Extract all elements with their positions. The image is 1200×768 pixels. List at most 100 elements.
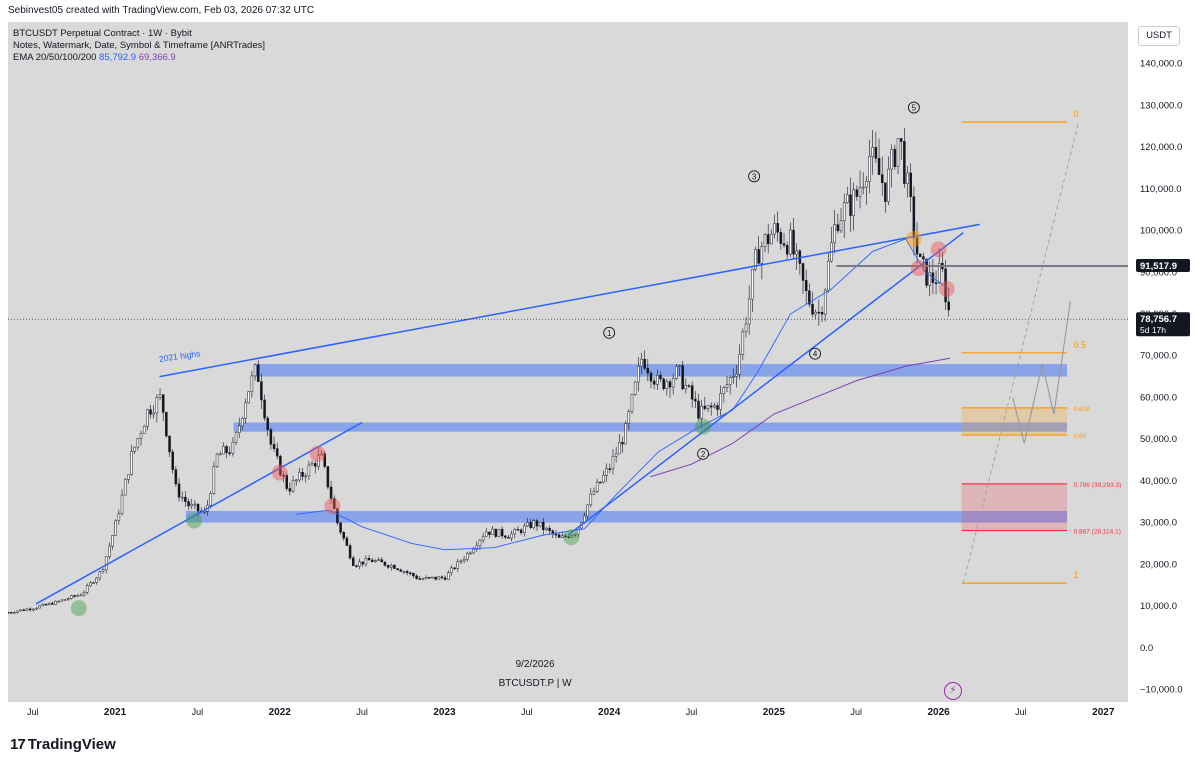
candle-body <box>529 522 532 528</box>
signal-circle[interactable] <box>905 230 922 247</box>
candle-body <box>542 521 545 530</box>
wave-label: 4 <box>813 350 818 359</box>
candle-body <box>738 354 741 375</box>
candle-body <box>405 571 409 573</box>
candle-body <box>627 411 631 424</box>
candle-body <box>462 558 466 562</box>
tradingview-brand: TradingView <box>27 736 116 753</box>
candle-body <box>256 364 260 382</box>
candle-body <box>76 594 79 597</box>
x-tick-label: 2021 <box>104 707 127 718</box>
candle-body <box>114 520 117 536</box>
candle-body <box>437 576 441 580</box>
candle-body <box>28 608 32 611</box>
lightning-icon[interactable]: ⚡ <box>944 682 962 700</box>
ema-fast-line[interactable] <box>296 238 951 551</box>
candle-body <box>415 575 418 579</box>
x-tick-label: 2026 <box>927 707 950 718</box>
candle-body <box>874 147 878 159</box>
legend-ema[interactable]: EMA 20/50/100/200 85,792.9 69,366.9 <box>13 52 265 64</box>
candle-body <box>858 187 862 197</box>
x-tick-label: Jul <box>356 707 368 717</box>
candle-body <box>842 202 846 221</box>
signal-circle[interactable] <box>930 241 947 258</box>
candle-body <box>763 234 767 247</box>
fib-deep-zone[interactable] <box>961 483 1068 531</box>
candle-body <box>849 194 852 216</box>
candle-body <box>918 253 922 257</box>
candle-body <box>111 535 114 547</box>
legend-notes[interactable]: Notes, Watermark, Date, Symbol & Timefra… <box>13 40 265 51</box>
lower-trendline-2023[interactable] <box>567 232 964 536</box>
candle-body <box>307 464 311 477</box>
candle-body <box>399 569 403 572</box>
candle-body <box>310 463 314 466</box>
candle-body <box>716 405 719 410</box>
candle-body <box>298 471 301 481</box>
y-tick-label: 90,000.0 <box>1140 267 1177 278</box>
candle-body <box>868 156 871 182</box>
chart-frame[interactable]: 140,000.0 130,000.0 120,000.0 110,000.0 100,… <box>8 22 1192 720</box>
price-axis[interactable] <box>1128 22 1192 720</box>
candle-body <box>909 172 912 197</box>
candle-body <box>361 561 365 565</box>
last-price-tag[interactable] <box>1136 312 1190 337</box>
candle-body <box>538 521 542 527</box>
projection-path[interactable] <box>1012 301 1071 444</box>
candle-body <box>146 409 149 427</box>
candle-body <box>694 398 697 402</box>
candle-body <box>861 186 865 189</box>
candle-body <box>757 249 760 264</box>
fib-diagonal[interactable] <box>962 122 1079 584</box>
resistance-tag[interactable] <box>1136 258 1190 272</box>
candle-body <box>158 394 162 398</box>
signal-circle[interactable] <box>186 512 203 529</box>
zone-67k[interactable] <box>255 364 1068 377</box>
candle-body <box>70 595 73 599</box>
signal-circle[interactable] <box>910 260 927 277</box>
candle-body <box>481 535 485 541</box>
zone-31k[interactable] <box>185 510 1068 523</box>
signal-circle[interactable] <box>70 600 87 617</box>
candle-body <box>785 245 789 255</box>
candle-body <box>174 469 178 485</box>
plot-background[interactable] <box>8 22 1128 702</box>
candle-body <box>371 559 374 563</box>
upper-trendline[interactable] <box>159 223 980 378</box>
signal-circle[interactable] <box>938 280 955 297</box>
time-axis[interactable] <box>8 702 1128 720</box>
signal-circle[interactable] <box>309 445 326 462</box>
signal-circle[interactable] <box>563 529 580 546</box>
zone-53k[interactable] <box>233 422 1068 432</box>
candle-body <box>817 311 821 314</box>
candle-body <box>161 394 165 413</box>
candle-body <box>428 577 431 579</box>
tradingview-logo[interactable]: 17 TradingView <box>10 736 116 753</box>
candle-body <box>288 488 292 492</box>
ema-slow-line[interactable] <box>650 357 951 478</box>
candle-body <box>475 545 479 550</box>
signal-circle[interactable] <box>324 497 341 514</box>
candle-body <box>13 612 16 614</box>
currency-button[interactable]: USDT <box>1138 26 1180 46</box>
candle-body <box>79 594 83 597</box>
candle-body <box>811 303 814 315</box>
candle-body <box>497 528 501 537</box>
candle-body <box>409 572 412 574</box>
candle-body <box>605 468 608 476</box>
candle-body <box>22 609 26 612</box>
fib-golden-zone[interactable] <box>961 407 1068 436</box>
legend-symbol[interactable]: BTCUSDT Perpetual Contract · 1W · Bybit <box>13 28 192 39</box>
candle-body <box>469 552 472 555</box>
candle-body <box>722 387 726 394</box>
signal-circle[interactable] <box>271 464 288 481</box>
y-tick-label: 50,000.0 <box>1140 434 1177 445</box>
lower-trendline-2021[interactable] <box>35 421 363 605</box>
candle-body <box>649 372 653 382</box>
signal-circle[interactable] <box>695 418 712 435</box>
candle-body <box>684 385 688 390</box>
y-tick-label: 130,000.0 <box>1140 100 1182 111</box>
price-chart[interactable]: 140,000.0130,000.0120,000.0110,000.0100,… <box>8 22 1192 720</box>
candle-body <box>611 456 615 470</box>
candle-body <box>640 358 643 367</box>
